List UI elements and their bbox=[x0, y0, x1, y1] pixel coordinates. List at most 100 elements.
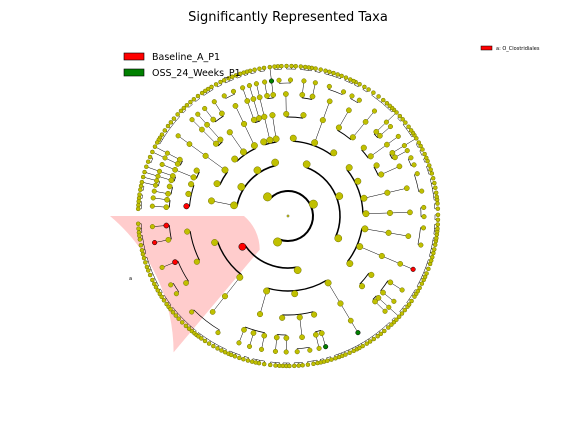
taxon-node bbox=[371, 108, 378, 114]
tree-branch-line bbox=[299, 317, 303, 338]
taxon-node bbox=[346, 260, 354, 267]
taxon-node bbox=[415, 288, 421, 294]
taxon-node bbox=[213, 82, 219, 87]
taxon-node bbox=[361, 225, 369, 233]
taxon-node bbox=[219, 110, 225, 117]
taxon-node bbox=[185, 190, 192, 197]
taxon-node bbox=[232, 354, 238, 359]
taxon-node bbox=[401, 143, 407, 149]
tree-branch-arc bbox=[163, 295, 172, 306]
taxon-node bbox=[302, 160, 311, 169]
tree-branch-line bbox=[314, 120, 324, 143]
tree-branch-arc bbox=[334, 322, 390, 356]
taxon-node bbox=[155, 288, 161, 293]
taxon-node bbox=[156, 168, 163, 174]
taxon-node bbox=[408, 155, 414, 161]
taxon-node bbox=[309, 93, 316, 100]
taxon-node bbox=[387, 279, 394, 286]
taxon-node bbox=[307, 347, 313, 353]
significant-taxon-node bbox=[268, 78, 275, 84]
tree-branch-line bbox=[229, 132, 244, 153]
taxon-node bbox=[176, 316, 181, 321]
taxon-node bbox=[135, 221, 141, 227]
taxon-node bbox=[399, 287, 405, 293]
taxon-node bbox=[378, 252, 385, 260]
tree-branch-arc bbox=[225, 93, 235, 99]
taxon-node bbox=[145, 159, 151, 164]
taxon-node bbox=[283, 335, 290, 341]
taxon-node bbox=[237, 71, 243, 77]
taxon-node bbox=[226, 76, 231, 81]
taxon-node bbox=[210, 116, 217, 123]
taxon-node bbox=[276, 77, 282, 83]
taxon-node bbox=[319, 117, 326, 124]
taxon-node bbox=[266, 136, 274, 144]
taxon-node bbox=[144, 164, 149, 169]
taxon-node bbox=[183, 280, 189, 286]
taxon-node bbox=[195, 111, 201, 117]
taxon-node bbox=[221, 293, 229, 300]
significant-taxon-node bbox=[410, 266, 416, 272]
taxon-node bbox=[313, 331, 319, 338]
taxon-node bbox=[283, 110, 290, 118]
taxon-node bbox=[331, 70, 336, 76]
taxon-node bbox=[184, 102, 190, 108]
tree-branch-arc bbox=[188, 104, 193, 108]
taxon-node bbox=[334, 234, 343, 243]
taxon-node bbox=[420, 225, 427, 231]
taxon-node bbox=[335, 192, 344, 200]
tree-branch-arc bbox=[182, 110, 187, 114]
tree-branch-line bbox=[247, 100, 255, 120]
taxon-node bbox=[287, 77, 294, 83]
taxon-node bbox=[206, 341, 212, 346]
tree-branch-line bbox=[189, 143, 206, 157]
taxon-node bbox=[193, 167, 200, 174]
tree-branch-arc bbox=[252, 358, 265, 362]
taxon-node bbox=[230, 88, 237, 94]
taxon-node bbox=[385, 229, 392, 236]
tree-branch-arc bbox=[300, 69, 312, 72]
taxon-node bbox=[143, 260, 148, 265]
tree-branch-arc bbox=[193, 309, 220, 331]
taxon-node bbox=[397, 113, 403, 119]
taxon-node bbox=[139, 179, 145, 185]
taxon-node bbox=[335, 72, 340, 77]
taxon-node bbox=[403, 120, 408, 125]
significant-taxon-node bbox=[355, 330, 361, 336]
taxon-node bbox=[422, 151, 427, 157]
taxon-node bbox=[376, 94, 381, 99]
taxon-node bbox=[240, 85, 246, 91]
taxon-node bbox=[152, 144, 158, 149]
tree-branch-arc bbox=[346, 169, 364, 214]
taxon-node bbox=[199, 126, 205, 133]
taxon-node bbox=[300, 363, 305, 368]
tree-branch-line bbox=[365, 212, 390, 214]
tree-branch-arc bbox=[301, 97, 312, 100]
taxon-node bbox=[362, 119, 369, 125]
taxon-node bbox=[326, 83, 332, 89]
tree-branch-arc bbox=[350, 98, 358, 104]
clade-marker-a: a bbox=[129, 276, 132, 282]
taxon-node bbox=[311, 361, 316, 367]
taxon-node bbox=[230, 74, 235, 79]
taxon-node bbox=[406, 124, 411, 130]
tree-branch-arc bbox=[361, 149, 369, 159]
taxon-node bbox=[261, 361, 267, 367]
taxon-node bbox=[171, 116, 177, 121]
taxon-node bbox=[164, 196, 170, 203]
taxon-node bbox=[140, 251, 146, 257]
taxon-node bbox=[366, 87, 371, 92]
taxon-node bbox=[386, 304, 392, 310]
tree-branch-arc bbox=[214, 115, 224, 123]
taxon-node bbox=[193, 258, 200, 265]
taxon-node bbox=[431, 247, 437, 252]
taxon-node bbox=[241, 120, 248, 127]
taxon-node bbox=[418, 143, 423, 149]
tree-branch-line bbox=[388, 232, 409, 237]
taxon-node bbox=[299, 91, 306, 98]
tree-branch-arc bbox=[359, 272, 370, 285]
taxon-node bbox=[323, 68, 328, 74]
taxon-node bbox=[202, 105, 208, 112]
taxon-node bbox=[382, 328, 387, 334]
